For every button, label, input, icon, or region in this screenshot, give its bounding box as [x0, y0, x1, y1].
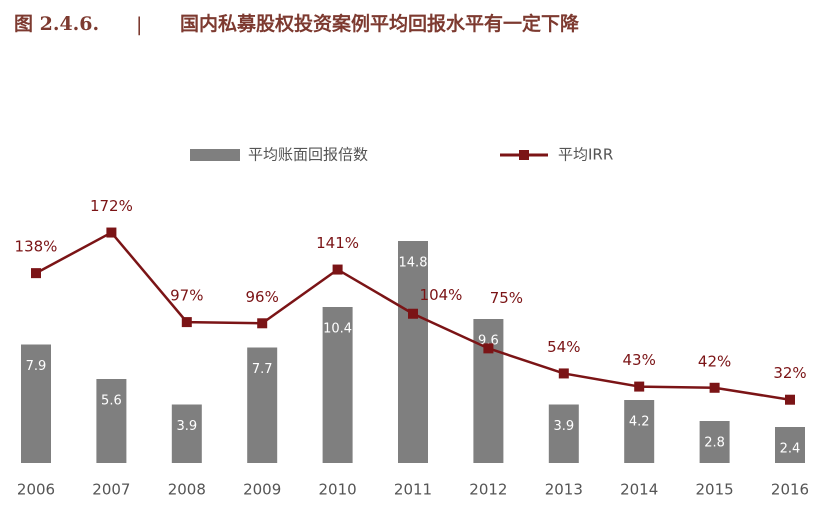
line-marker: [634, 381, 645, 392]
chart-title: 国内私募股权投资案例平均回报水平有一定下降: [180, 12, 580, 35]
line-value-label: 42%: [698, 352, 731, 370]
line-marker: [332, 264, 343, 275]
bar: [548, 404, 579, 463]
line-value-label: 141%: [316, 234, 359, 252]
bar: [247, 347, 278, 463]
x-tick-label: 2006: [17, 481, 55, 499]
bar-value-label: 7.9: [26, 359, 47, 374]
line-marker: [257, 318, 268, 329]
bar: [398, 241, 428, 463]
bar-value-label: 10.4: [323, 322, 352, 337]
line-value-label: 97%: [170, 287, 203, 305]
line-marker: [558, 368, 569, 379]
x-tick-label: 2008: [168, 481, 206, 499]
line-marker: [785, 394, 795, 405]
line-marker: [31, 268, 41, 279]
line-value-label: 43%: [623, 351, 656, 369]
bar-value-label: 2.8: [704, 436, 725, 451]
legend-label: 平均账面回报倍数: [248, 146, 368, 164]
line-value-label: 75%: [490, 289, 523, 307]
x-tick-label: 2016: [771, 481, 809, 499]
bar: [699, 421, 730, 463]
figure-label: 图 2.4.6.: [14, 13, 99, 35]
x-tick-label: 2015: [696, 481, 734, 499]
x-tick-label: 2013: [545, 481, 583, 499]
bar: [775, 427, 805, 463]
x-tick-label: 2014: [620, 481, 658, 499]
bar-value-label: 5.6: [101, 394, 122, 409]
line-value-label: 138%: [15, 238, 58, 256]
line-marker: [483, 343, 494, 354]
line-value-label: 54%: [547, 338, 580, 356]
x-tick-label: 2009: [243, 481, 281, 499]
line-marker: [408, 308, 418, 319]
bar-value-label: 14.8: [399, 256, 428, 271]
bar: [21, 344, 51, 463]
bar: [322, 307, 353, 463]
line-value-label: 96%: [246, 288, 279, 306]
line-marker: [106, 227, 117, 238]
bar-value-label: 2.4: [780, 442, 801, 457]
line-marker: [709, 382, 720, 393]
x-tick-label: 2012: [469, 481, 507, 499]
line-value-label: 32%: [773, 364, 806, 382]
x-tick-label: 2011: [394, 481, 432, 499]
bar: [171, 404, 202, 463]
legend-label: 平均IRR: [558, 146, 613, 164]
legend-swatch-marker: [519, 150, 529, 160]
title-separator: |: [136, 14, 142, 36]
line-value-label: 104%: [420, 286, 463, 304]
bar-value-label: 7.7: [252, 362, 273, 377]
x-tick-label: 2010: [319, 481, 357, 499]
bar-value-label: 3.9: [176, 419, 197, 434]
bar-value-label: 4.2: [629, 415, 650, 430]
bar: [96, 379, 127, 463]
x-tick-label: 2007: [92, 481, 130, 499]
line-marker: [181, 317, 192, 328]
legend-swatch-bar: [190, 149, 240, 161]
bar-value-label: 3.9: [553, 419, 574, 434]
line-value-label: 172%: [90, 197, 133, 215]
bar: [624, 400, 655, 463]
